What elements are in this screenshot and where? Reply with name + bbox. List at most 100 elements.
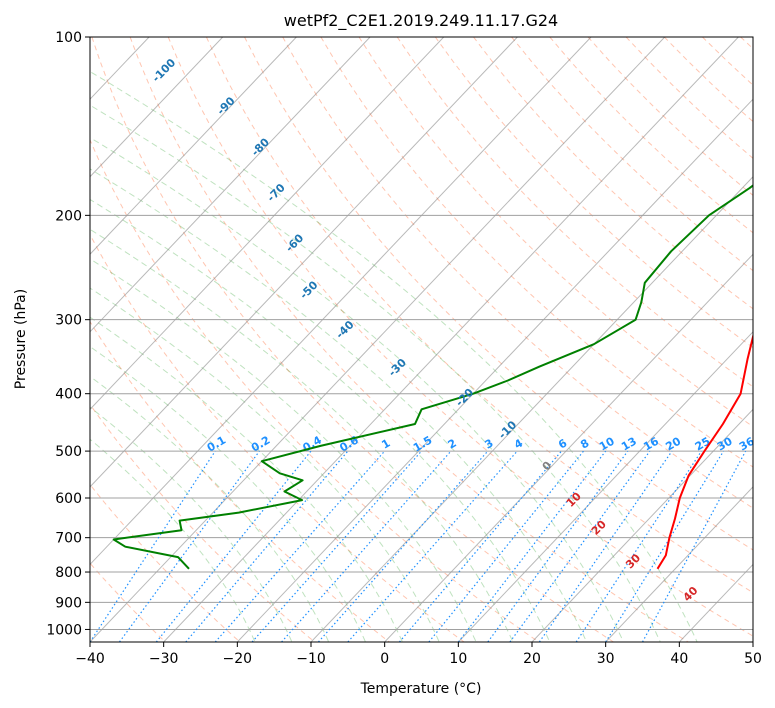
chart-title: wetPf2_C2E1.2019.249.11.17.G24: [284, 11, 558, 31]
dry-adiabat: [511, 37, 753, 272]
mixing-ratio-line: [398, 450, 562, 642]
moist-adiabat: [90, 137, 624, 642]
isotherm-line: [0, 37, 75, 642]
mixing-ratio-label: 36: [737, 434, 757, 453]
isotherm-label: -90: [214, 94, 237, 117]
isotherm-line: [310, 176, 753, 642]
mixing-ratio-label: 4: [512, 436, 525, 451]
isotherm-label: -40: [333, 318, 356, 341]
dry-adiabat: [244, 37, 753, 551]
y-tick-label: 600: [55, 491, 82, 507]
moist-adiabat: [90, 258, 477, 642]
dry-adiabat: [434, 37, 753, 349]
isotherm-line: [90, 37, 297, 256]
x-tick-label: 0: [380, 651, 389, 667]
isotherm-line: [90, 37, 224, 178]
mixing-ratio-line: [214, 450, 386, 642]
isotherm-label: 20: [589, 517, 609, 537]
moist-adiabat: [90, 198, 551, 642]
isotherm-line: [752, 641, 753, 642]
moist-adiabat: [90, 345, 366, 642]
dry-adiabat: [90, 233, 465, 642]
moist-adiabat: [90, 104, 661, 642]
x-tick-label: −40: [75, 651, 105, 667]
dry-adiabat: [663, 37, 753, 123]
moist-adiabat: [90, 438, 256, 642]
isotherm-line: [90, 37, 666, 642]
dry-adiabat: [90, 483, 241, 642]
mixing-ratio-line: [251, 450, 422, 642]
moist-adiabat: [90, 70, 698, 642]
moist-adiabat: [90, 287, 440, 642]
moist-adiabat: [90, 406, 293, 642]
dry-adiabat: [90, 138, 540, 642]
y-tick-label: 800: [55, 565, 82, 581]
isotherm-line: [531, 408, 753, 642]
isotherm-label: -60: [283, 231, 306, 254]
temperature-profile: [656, 332, 753, 570]
isotherm-label: 30: [623, 551, 643, 571]
dry-adiabat: [473, 37, 753, 310]
mixing-ratio-line: [509, 450, 651, 642]
x-tick-label: 10: [449, 651, 467, 667]
isotherm-line: [90, 37, 518, 488]
isotherm-label: -50: [297, 278, 320, 301]
y-tick-label: 500: [55, 444, 82, 460]
mixing-ratio-line: [281, 450, 452, 642]
mixing-ratio-line: [155, 450, 312, 642]
y-tick-label: 400: [55, 387, 82, 403]
mixing-ratio-line: [347, 450, 518, 642]
y-tick-label: 900: [55, 595, 82, 611]
y-tick-label: 700: [55, 531, 82, 547]
isotherm-line: [90, 37, 371, 333]
moist-adiabat: [90, 228, 514, 642]
x-tick-label: −20: [223, 651, 253, 667]
mixing-ratio-line: [317, 450, 489, 642]
dry-adiabat: [129, 37, 689, 642]
mixing-ratio-line: [428, 450, 585, 642]
x-tick-label: −30: [149, 651, 179, 667]
dry-adiabat: [91, 37, 614, 642]
isotherm-line: [90, 37, 592, 566]
x-tick-label: −10: [296, 651, 326, 667]
dry-adiabat: [90, 320, 390, 642]
isotherm-line: [678, 563, 753, 642]
x-tick-label: 50: [744, 651, 762, 667]
dry-adiabat: [167, 37, 753, 637]
isotherm-line: [163, 37, 739, 642]
mixing-ratio-line: [118, 450, 260, 642]
isotherm-line: [236, 98, 753, 642]
mixing-ratio-label: 1: [379, 437, 392, 452]
mixing-ratio-line: [605, 450, 725, 642]
dry-adiabat: [205, 37, 753, 594]
dewpoint-profile: [112, 184, 753, 570]
mixing-ratio-line: [185, 450, 349, 642]
x-tick-label: 20: [523, 651, 541, 667]
x-axis-label: Temperature (°C): [360, 681, 482, 697]
dry-adiabat: [282, 37, 753, 509]
y-axis-label: Pressure (hPa): [13, 289, 29, 389]
isotherm-label: 40: [681, 584, 701, 604]
x-tick-label: 40: [670, 651, 688, 667]
mixing-ratio-line: [641, 450, 747, 642]
x-tick-label: 30: [597, 651, 615, 667]
isotherm-line: [0, 37, 2, 642]
isotherm-line: [90, 37, 445, 411]
plot-frame: [89, 36, 754, 643]
dry-adiabat: [90, 562, 166, 642]
dry-adiabat: [587, 37, 753, 196]
isotherm-line: [457, 331, 753, 642]
mixing-ratio-label: 8: [578, 437, 591, 452]
moist-adiabat: [90, 168, 588, 642]
isotherm-line: [384, 253, 753, 642]
y-tick-label: 300: [55, 313, 82, 329]
isotherm-line: [605, 486, 753, 642]
mixing-ratio-line: [487, 450, 629, 642]
mixing-ratio-label: 2: [446, 437, 459, 452]
y-tick-label: 100: [55, 30, 82, 46]
y-tick-label: 200: [55, 208, 82, 224]
mixing-ratio-line: [538, 450, 673, 642]
dry-adiabat: [90, 403, 316, 642]
dry-adiabat: [320, 37, 753, 468]
